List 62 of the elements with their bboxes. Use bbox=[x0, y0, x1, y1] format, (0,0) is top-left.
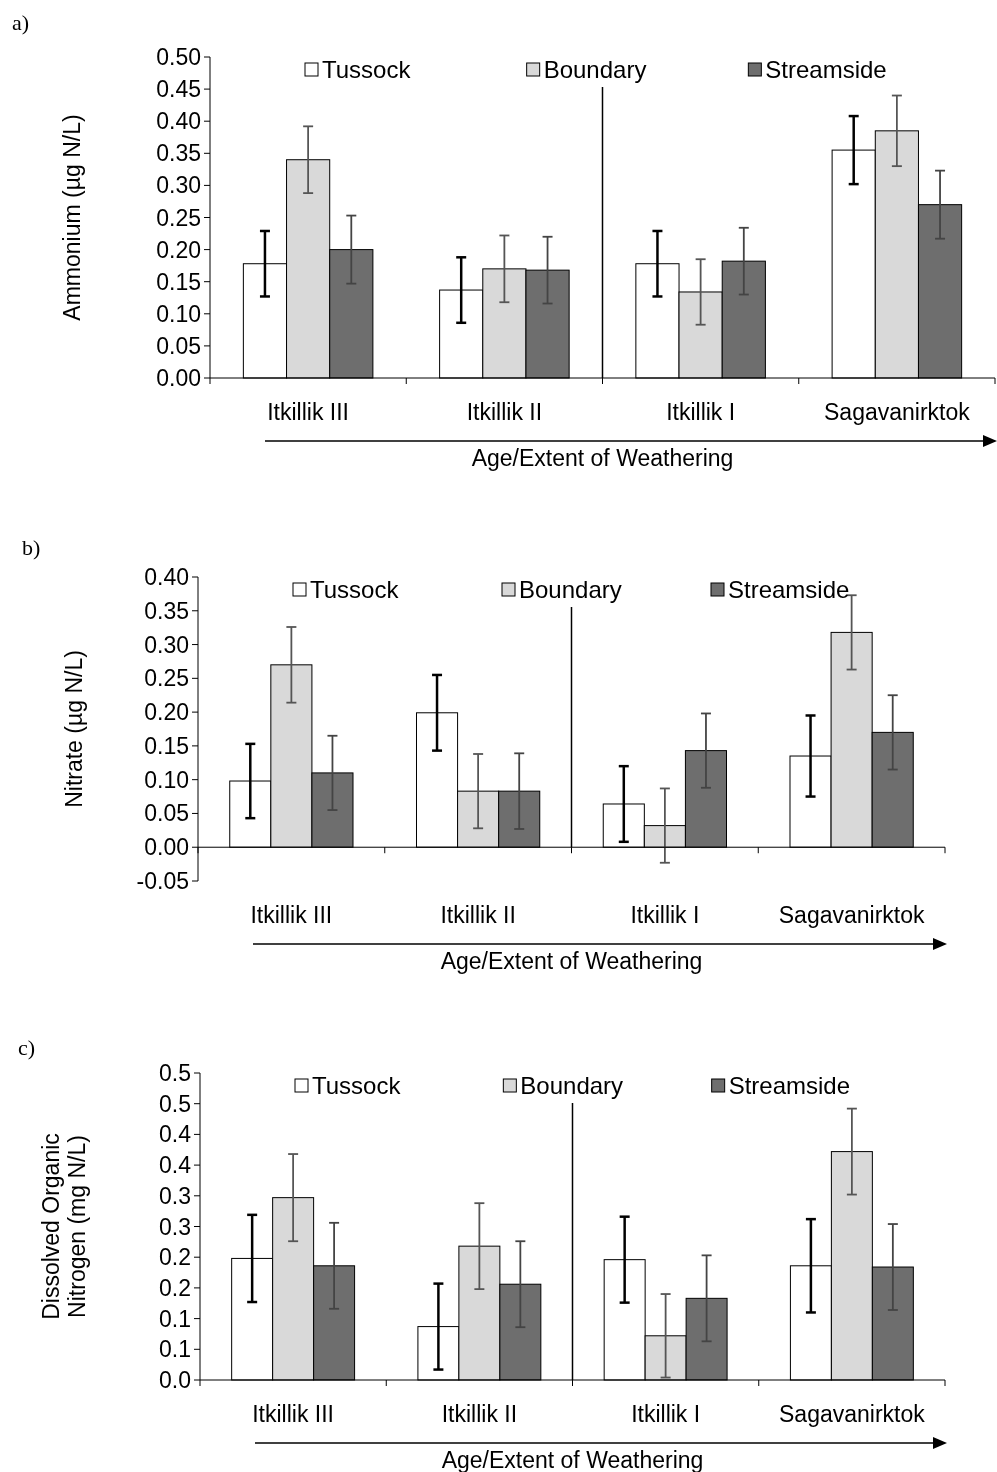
x-tick-label: Itkillik III bbox=[252, 1401, 335, 1427]
y-axis-title: Nitrate (µg N/L) bbox=[61, 650, 87, 808]
legend-label: Boundary bbox=[543, 56, 647, 84]
legend-label: Streamside bbox=[765, 56, 887, 84]
y-tick-label: 0.3 bbox=[159, 1182, 191, 1209]
y-tick-label: 0.05 bbox=[156, 332, 201, 359]
y-tick-label: 0.1 bbox=[159, 1305, 191, 1332]
y-tick-label: 0.4 bbox=[159, 1121, 192, 1148]
legend-label: Streamside bbox=[728, 1072, 851, 1100]
x-tick-label: Itkillik I bbox=[666, 399, 736, 425]
y-tick-label: 0.00 bbox=[144, 834, 189, 861]
y-tick-label: 0.3 bbox=[159, 1213, 191, 1240]
x-tick-label: Itkillik II bbox=[441, 1401, 518, 1427]
x-tick-label: Sagavanirktok bbox=[778, 902, 925, 928]
y-tick-label: 0.20 bbox=[156, 236, 201, 263]
y-tick-label: 0.30 bbox=[144, 631, 189, 658]
y-tick-label: 0.35 bbox=[156, 140, 201, 167]
y-tick-label: 0.0 bbox=[159, 1367, 191, 1394]
y-tick-label: 0.10 bbox=[156, 300, 201, 327]
y-tick-label: 0.35 bbox=[144, 597, 189, 624]
legend-label: Streamside bbox=[728, 576, 850, 604]
x-tick-label: Itkillik III bbox=[250, 902, 333, 928]
x-tick-label: Itkillik II bbox=[440, 902, 516, 928]
x-tick-label: Itkillik I bbox=[631, 1401, 701, 1427]
y-tick-label: 0.00 bbox=[156, 365, 201, 392]
y-tick-label: 0.20 bbox=[144, 699, 189, 726]
x-tick-label: Itkillik III bbox=[267, 399, 350, 425]
y-tick-label: 0.5 bbox=[159, 1090, 191, 1117]
y-tick-label: 0.45 bbox=[156, 76, 201, 103]
legend-label: Boundary bbox=[520, 1072, 624, 1100]
y-tick-label: -0.05 bbox=[136, 868, 189, 895]
chart-title: b) bbox=[22, 535, 41, 560]
y-tick-label: 0.5 bbox=[159, 1060, 191, 1087]
x-tick-label: Itkillik II bbox=[466, 399, 543, 425]
x-axis-title: Age/Extent of Weathering bbox=[471, 445, 734, 471]
y-tick-label: 0.4 bbox=[159, 1152, 192, 1179]
y-tick-label: 0.30 bbox=[156, 172, 201, 199]
y-tick-label: 0.40 bbox=[144, 564, 189, 591]
legend-label: Boundary bbox=[519, 576, 622, 604]
y-tick-label: 0.2 bbox=[159, 1244, 191, 1271]
y-tick-label: 0.25 bbox=[156, 204, 201, 231]
x-tick-label: Sagavanirktok bbox=[824, 399, 971, 425]
y-tick-label: 0.50 bbox=[156, 44, 201, 71]
y-tick-label: 0.15 bbox=[144, 732, 189, 759]
legend-label: Tussock bbox=[310, 576, 400, 604]
legend-label: Tussock bbox=[312, 1072, 402, 1100]
y-tick-label: 0.10 bbox=[144, 766, 189, 793]
x-axis-title: Age/Extent of Weathering bbox=[441, 1447, 704, 1472]
x-tick-label: Sagavanirktok bbox=[779, 1401, 926, 1427]
y-tick-label: 0.25 bbox=[144, 665, 189, 692]
y-tick-label: 0.1 bbox=[159, 1336, 191, 1363]
y-tick-label: 0.05 bbox=[144, 800, 189, 827]
x-axis-title: Age/Extent of Weathering bbox=[440, 948, 703, 974]
chart-title: c) bbox=[18, 1035, 36, 1060]
y-tick-label: 0.15 bbox=[156, 268, 201, 295]
text: a) bbox=[12, 10, 30, 35]
y-axis-title: Dissolved Organic Nitrogen (mg N/L) bbox=[38, 1133, 90, 1320]
y-tick-label: 0.2 bbox=[159, 1274, 191, 1301]
x-tick-label: Itkillik I bbox=[630, 902, 700, 928]
legend-label: Tussock bbox=[322, 56, 412, 84]
y-axis-title: Ammonium (µg N/L) bbox=[59, 114, 85, 321]
y-tick-label: 0.40 bbox=[156, 108, 201, 135]
